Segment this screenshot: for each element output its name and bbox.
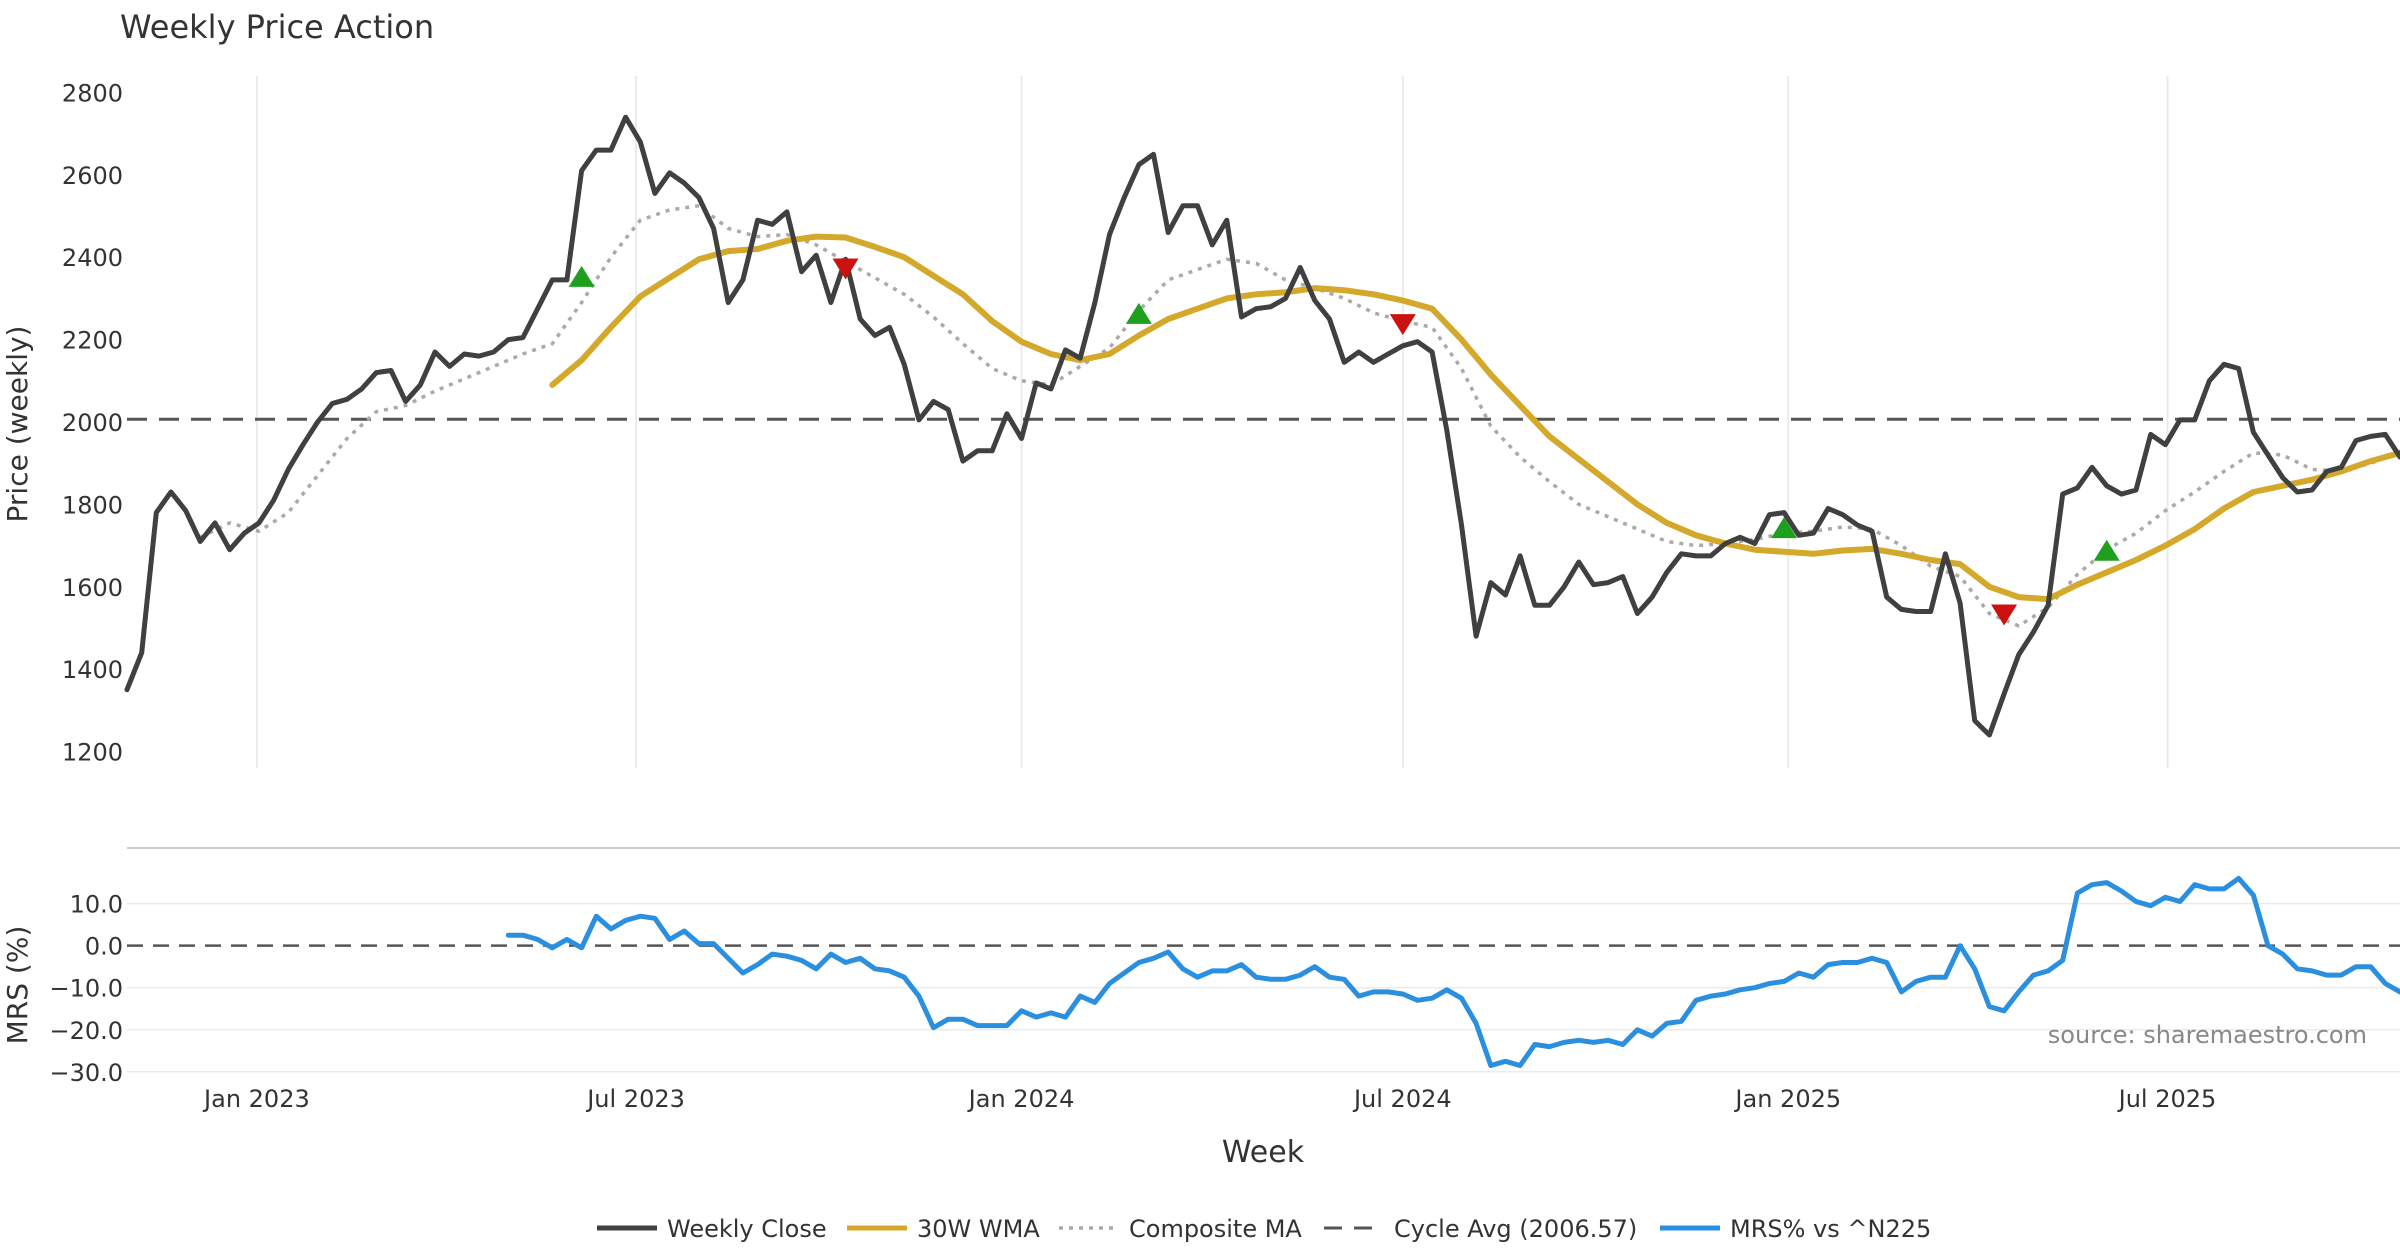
x-tick-label: Jan 2024 xyxy=(967,1085,1075,1113)
buy-signal-marker xyxy=(1125,302,1152,324)
sell-signal-marker xyxy=(832,258,859,280)
legend-label: Composite MA xyxy=(1129,1215,1302,1243)
mrs-y-tick-label: 0.0 xyxy=(85,933,123,961)
price-y-tick-label: 2400 xyxy=(62,244,123,272)
legend-label: Weekly Close xyxy=(667,1215,827,1243)
mrs-panel: −30.0 −20.0 −10.0 0.0 10.0 MRS (%) source: s… xyxy=(1,875,2400,1087)
chart-title: Weekly Price Action xyxy=(120,8,434,46)
legend-label: 30W WMA xyxy=(917,1215,1040,1243)
series-30w-wma xyxy=(549,233,2400,603)
x-tick-label: Jul 2023 xyxy=(585,1085,685,1113)
mrs-y-tick-label: 10.0 xyxy=(70,891,123,919)
buy-signal-marker xyxy=(568,265,595,287)
watermark: source: sharemaestro.com xyxy=(2048,1021,2367,1049)
sell-signal-marker xyxy=(1389,314,1416,336)
price-series xyxy=(124,114,2400,738)
price-y-axis-label: Price (weekly) xyxy=(1,326,34,523)
legend-entry: 30W WMA xyxy=(847,1215,1040,1243)
x-tick-label: Jan 2023 xyxy=(202,1085,310,1113)
price-panel: 1200 1400 1600 1800 2000 2200 2400 2600 2800 Pri… xyxy=(1,76,2400,768)
series-weekly-close xyxy=(124,114,2400,738)
price-y-tick-label: 2000 xyxy=(62,409,123,437)
x-tick-label: Jul 2025 xyxy=(2117,1085,2217,1113)
price-y-tick-label: 2200 xyxy=(62,327,123,355)
legend-entry: Composite MA xyxy=(1059,1215,1302,1243)
sell-signal-marker xyxy=(1991,604,2018,626)
signal-markers xyxy=(568,258,2120,626)
legend-label: Cycle Avg (2006.57) xyxy=(1394,1215,1637,1243)
x-tick-label: Jul 2024 xyxy=(1352,1085,1452,1113)
legend: Weekly Close 30W WMA Composite MA Cycle Avg… xyxy=(597,1215,1931,1243)
price-y-tick-label: 1200 xyxy=(62,739,123,767)
legend-entry: Weekly Close xyxy=(597,1215,827,1243)
x-axis-label: Week xyxy=(1222,1135,1305,1170)
legend-entry: MRS% vs ^N225 xyxy=(1660,1215,1931,1243)
mrs-y-axis-label: MRS (%) xyxy=(1,926,34,1045)
mrs-y-tick-label: −30.0 xyxy=(49,1059,123,1087)
price-y-tick-label: 2800 xyxy=(62,79,123,107)
price-y-tick-label: 1600 xyxy=(62,574,123,602)
legend-entry: Cycle Avg (2006.57) xyxy=(1324,1215,1637,1243)
mrs-y-ticks: −30.0 −20.0 −10.0 0.0 10.0 xyxy=(49,891,123,1087)
price-grid xyxy=(255,76,2169,768)
mrs-series xyxy=(505,875,2400,1068)
x-ticks: Jan 2023 Jul 2023 Jan 2024 Jul 2024 Jan 2025… xyxy=(202,1085,2216,1113)
series-mrs-vs-n225 xyxy=(505,875,2400,1068)
buy-signal-marker xyxy=(1771,517,1798,539)
buy-signal-marker xyxy=(2093,539,2120,561)
mrs-y-tick-label: −20.0 xyxy=(49,1017,123,1045)
mrs-y-tick-label: −10.0 xyxy=(49,975,123,1003)
price-y-tick-label: 2600 xyxy=(62,162,123,190)
price-y-tick-label: 1800 xyxy=(62,491,123,519)
legend-label: MRS% vs ^N225 xyxy=(1730,1215,1931,1243)
x-tick-label: Jan 2025 xyxy=(1733,1085,1841,1113)
price-y-ticks: 1200 1400 1600 1800 2000 2200 2400 2600 2800 xyxy=(62,79,123,766)
price-y-tick-label: 1400 xyxy=(62,656,123,684)
